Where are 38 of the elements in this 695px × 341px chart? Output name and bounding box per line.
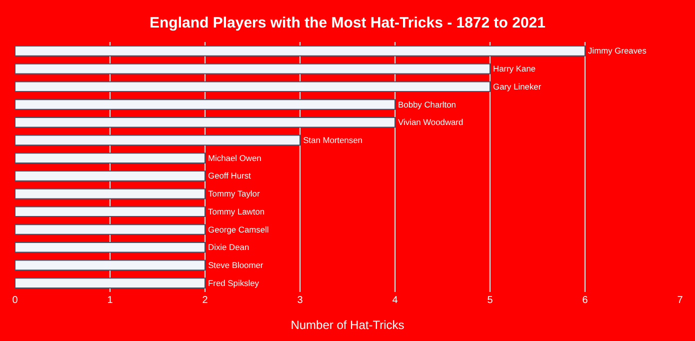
y-tick-label: Geoff Hurst [208, 170, 252, 181]
bar [15, 278, 206, 288]
x-tick-label: 2 [202, 295, 208, 306]
bar [15, 46, 586, 56]
bar [15, 81, 490, 92]
y-tick-label: Stan Mortensen [303, 135, 363, 146]
bar [15, 206, 206, 218]
y-tick-label: Vivian Woodward [398, 117, 464, 128]
x-tick-label: 7 [677, 295, 684, 306]
bar [15, 170, 206, 182]
y-tick-label: Fred Spiksley [208, 278, 260, 288]
bar [15, 134, 300, 146]
bar [15, 260, 206, 271]
y-tick-label: Steve Bloomer [208, 260, 264, 270]
x-tick-label: 0 [12, 295, 18, 306]
chart-title: England Players with the Most Hat-Tricks - 1872 to 2021 [150, 14, 546, 32]
bar [15, 188, 206, 200]
bar [15, 242, 206, 253]
x-axis-title: Number of Hat-Tricks [290, 318, 404, 332]
bar [15, 63, 490, 74]
y-tick-label: Bobby Charlton [398, 99, 456, 110]
y-tick-label: Dixie Dean [208, 242, 250, 252]
bar [15, 152, 206, 164]
bar [15, 116, 396, 128]
bar [15, 99, 396, 110]
y-tick-label: Gary Lineker [493, 81, 542, 92]
x-tick-label: 5 [487, 295, 494, 306]
bar [15, 224, 206, 235]
x-tick-label: 6 [582, 295, 588, 306]
x-tick-label: 4 [392, 295, 398, 306]
y-tick-label: Jimmy Greaves [588, 46, 646, 56]
y-tick-label: Tommy Lawton [208, 206, 265, 216]
y-tick-label: Harry Kane [493, 64, 536, 74]
y-tick-label: Tommy Taylor [208, 188, 260, 199]
x-tick-label: 3 [297, 295, 304, 306]
x-tick-label: 1 [107, 295, 114, 306]
y-tick-label: George Camsell [208, 224, 269, 234]
y-tick-label: Michael Owen [208, 152, 262, 163]
